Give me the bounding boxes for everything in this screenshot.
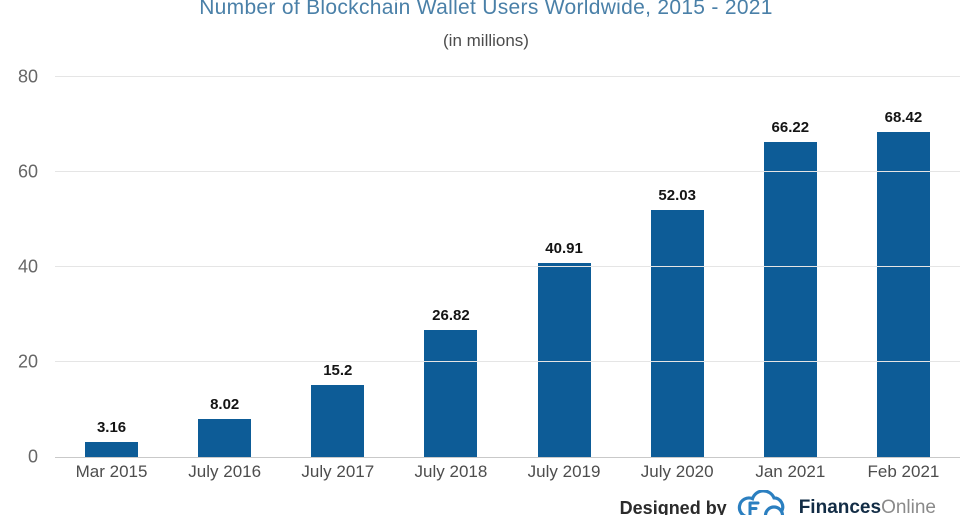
y-tick-label: 40 xyxy=(17,256,38,277)
brand-wordmark: FinancesOnline xyxy=(799,497,936,515)
y-tick-label: 20 xyxy=(17,351,38,372)
bar-value-label: 3.16 xyxy=(96,419,127,436)
chart-title: Number of Blockchain Wallet Users Worldw… xyxy=(199,0,773,19)
plot-grid: 3.16 8.02 15.2 26.82 40.91 52.03 66.22 68.42 0 2… xyxy=(18,67,960,467)
x-axis-label: July 2020 xyxy=(640,462,714,481)
bar-column: 68.42 xyxy=(847,77,960,457)
x-axis-label: July 2016 xyxy=(188,462,262,481)
bar-value-label: 26.82 xyxy=(432,306,470,324)
bar xyxy=(311,384,365,457)
bar-value-label: 68.42 xyxy=(884,109,923,127)
y-tick-label: 0 xyxy=(27,446,38,467)
gridline xyxy=(55,76,960,77)
y-tick-label: 60 xyxy=(17,161,38,182)
bar xyxy=(650,209,704,457)
bar xyxy=(876,132,930,457)
gridline xyxy=(55,171,960,172)
bar-column: 52.03 xyxy=(621,77,734,457)
brand-bold-text: Finances xyxy=(798,497,882,515)
bars: 3.16 8.02 15.2 26.82 40.91 52.03 66.22 68.42 xyxy=(55,77,960,457)
x-axis-label: Feb 2021 xyxy=(867,462,940,481)
x-axis-label: Mar 2015 xyxy=(75,462,148,481)
bar-column: 8.02 xyxy=(168,77,281,457)
x-axis-label: Jan 2021 xyxy=(755,462,826,481)
bar-value-label: 52.03 xyxy=(658,186,696,204)
bar xyxy=(424,329,478,457)
y-tick-label: 80 xyxy=(17,66,38,87)
bar xyxy=(537,262,591,457)
finances-online-cloud-logo-icon xyxy=(734,490,792,515)
x-axis-label: July 2018 xyxy=(414,462,488,481)
gridline xyxy=(55,361,960,362)
gridline xyxy=(55,266,960,267)
bar-column: 3.16 xyxy=(55,77,168,457)
bar-value-label: 15.2 xyxy=(323,361,353,379)
bar-column: 40.91 xyxy=(508,77,621,457)
x-axis-label: July 2019 xyxy=(527,462,601,481)
designed-by-label: Designed by xyxy=(619,497,727,515)
brand-light-text: Online xyxy=(881,497,936,515)
bar-column: 26.82 xyxy=(394,77,507,457)
bar-value-label: 66.22 xyxy=(771,119,810,137)
bar xyxy=(85,442,139,457)
bar-value-label: 40.91 xyxy=(545,239,583,257)
bar xyxy=(763,142,817,457)
bar-value-label: 8.02 xyxy=(210,395,240,413)
x-labels: Mar 2015 July 2016 July 2017 July 2018 July … xyxy=(55,462,960,482)
x-axis-label: July 2017 xyxy=(301,462,375,481)
attribution-footer: Designed by FinancesOnline xyxy=(620,490,936,515)
bar-column: 66.22 xyxy=(734,77,847,457)
chart-subtitle: (in millions) xyxy=(443,31,529,50)
bar xyxy=(198,418,252,457)
bar-column: 15.2 xyxy=(281,77,394,457)
